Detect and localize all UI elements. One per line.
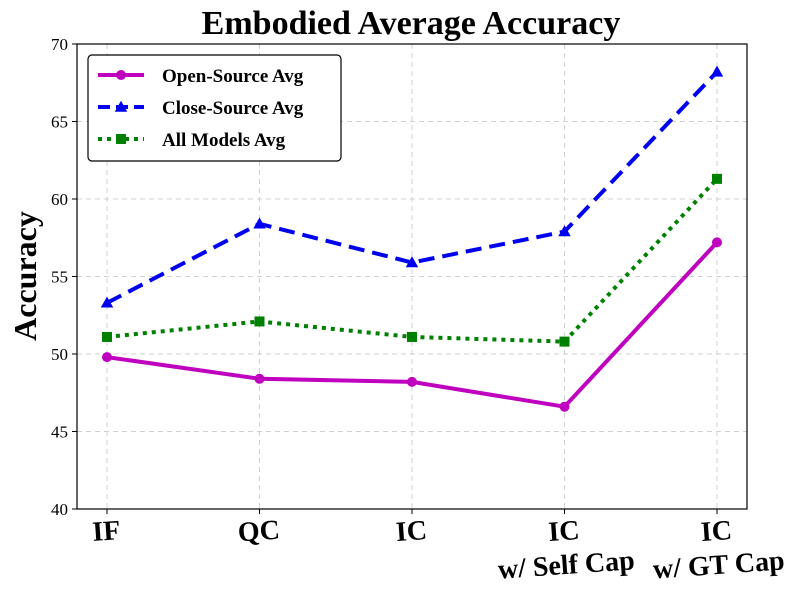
data-point <box>254 373 265 384</box>
legend-marker <box>116 70 126 80</box>
data-point <box>102 352 112 363</box>
y-tick-label: 45 <box>51 423 68 442</box>
x-tick-label-line: IC <box>700 515 733 548</box>
x-tick-label: ICw/ GT Cap <box>650 511 786 585</box>
x-tick-label-line: w/ Self Cap <box>497 545 636 585</box>
y-tick-label: 65 <box>51 113 68 132</box>
data-point <box>407 376 417 387</box>
y-tick-label: 50 <box>51 345 68 364</box>
series-group <box>100 65 724 412</box>
y-tick-label: 55 <box>51 268 68 287</box>
chart-title: Embodied Average Accuracy <box>202 5 621 42</box>
y-tick-label: 70 <box>51 35 68 54</box>
data-point <box>559 336 570 347</box>
legend-label: Close-Source Avg <box>162 98 304 119</box>
legend-label: Open-Source Avg <box>162 66 304 87</box>
x-tick-label: IC <box>395 515 428 548</box>
data-point <box>253 217 266 229</box>
x-tick-label-line: QC <box>237 515 281 549</box>
x-tick-label-line: IC <box>547 515 580 548</box>
data-point <box>710 65 724 77</box>
y-tick-label: 40 <box>51 500 68 519</box>
y-axis-label: Accuracy <box>7 211 43 341</box>
x-tick-label: IF <box>91 515 121 548</box>
x-tick-label-line: IF <box>91 515 121 548</box>
data-point <box>558 225 571 237</box>
data-point <box>100 296 114 308</box>
series-all-models-avg <box>102 173 722 347</box>
data-point <box>102 331 112 342</box>
x-tick-label-line: IC <box>395 515 428 548</box>
legend-item: Close-Source Avg <box>98 98 304 119</box>
data-point <box>407 331 417 342</box>
legend-marker <box>114 100 128 112</box>
data-point <box>712 237 722 248</box>
data-point <box>254 316 265 327</box>
series-line <box>106 70 719 305</box>
legend-box <box>87 54 342 162</box>
x-tick-label: QC <box>237 515 281 549</box>
x-tick-label: ICw/ Self Cap <box>495 511 636 585</box>
x-tick-label-line: w/ GT Cap <box>652 545 786 585</box>
data-point <box>712 173 722 184</box>
legend-marker <box>116 134 126 144</box>
legend-item: Open-Source Avg <box>98 66 304 87</box>
data-point <box>559 401 570 412</box>
y-tick-label: 60 <box>51 190 68 209</box>
series-close-source-avg <box>100 65 724 308</box>
legend: Open-Source Avg Close-Source Avg All Model… <box>87 54 342 162</box>
legend-label: All Models Avg <box>162 130 286 151</box>
data-point <box>405 256 419 268</box>
legend-item: All Models Avg <box>98 130 286 151</box>
series-open-source-avg <box>102 237 722 412</box>
